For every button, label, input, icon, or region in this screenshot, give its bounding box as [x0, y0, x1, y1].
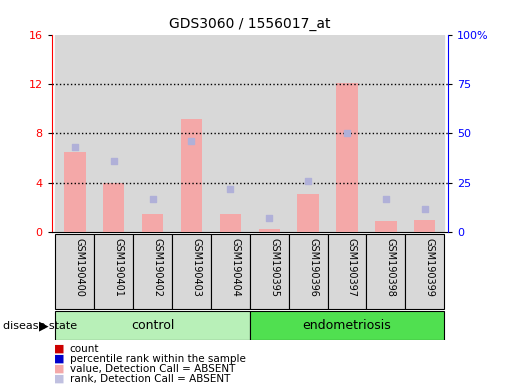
Bar [259, 228, 280, 232]
Text: GSM190398: GSM190398 [386, 238, 396, 297]
Text: control: control [131, 319, 174, 332]
Text: GSM190396: GSM190396 [308, 238, 318, 297]
Bar [250, 35, 288, 232]
Text: disease state: disease state [3, 321, 77, 331]
Text: ■: ■ [54, 344, 64, 354]
Text: ■: ■ [54, 354, 64, 364]
Point [343, 131, 351, 137]
Bar [250, 234, 288, 309]
Bar [181, 119, 202, 232]
Bar [172, 234, 211, 309]
Point [226, 186, 234, 192]
Text: GSM190403: GSM190403 [192, 238, 201, 297]
Text: ■: ■ [54, 364, 64, 374]
Bar [336, 83, 357, 232]
Bar [375, 221, 397, 232]
Bar [414, 220, 435, 232]
Bar [366, 234, 405, 309]
Text: GSM190395: GSM190395 [269, 238, 279, 297]
Text: value, Detection Call = ABSENT: value, Detection Call = ABSENT [70, 364, 235, 374]
Bar [133, 35, 172, 232]
Bar [64, 152, 85, 232]
Bar [328, 234, 366, 309]
Text: GSM190399: GSM190399 [425, 238, 435, 297]
Bar [219, 214, 241, 232]
Bar [288, 234, 328, 309]
Text: count: count [70, 344, 99, 354]
Point [382, 195, 390, 202]
Bar [56, 35, 94, 232]
Bar [405, 234, 444, 309]
Text: GSM190404: GSM190404 [230, 238, 241, 297]
Point [304, 178, 312, 184]
Bar [211, 234, 250, 309]
Bar [297, 194, 319, 232]
Point [265, 215, 273, 222]
Bar [133, 234, 172, 309]
Bar [366, 35, 405, 232]
Text: GSM190402: GSM190402 [152, 238, 163, 297]
Bar [250, 311, 444, 340]
Bar [103, 183, 125, 232]
Bar [211, 35, 250, 232]
Bar [405, 35, 444, 232]
Bar [56, 234, 94, 309]
Text: ▶: ▶ [39, 319, 48, 332]
Bar [328, 35, 366, 232]
Text: rank, Detection Call = ABSENT: rank, Detection Call = ABSENT [70, 374, 230, 384]
Text: endometriosis: endometriosis [303, 319, 391, 332]
Bar [142, 214, 163, 232]
Point [148, 195, 157, 202]
Text: GSM190400: GSM190400 [75, 238, 85, 297]
Point [71, 144, 79, 151]
Bar [94, 35, 133, 232]
Title: GDS3060 / 1556017_at: GDS3060 / 1556017_at [169, 17, 331, 31]
Text: GSM190401: GSM190401 [114, 238, 124, 297]
Text: ■: ■ [54, 374, 64, 384]
Point [110, 158, 118, 164]
Bar [172, 35, 211, 232]
Bar [94, 234, 133, 309]
Text: percentile rank within the sample: percentile rank within the sample [70, 354, 246, 364]
Point [187, 138, 196, 144]
Text: GSM190397: GSM190397 [347, 238, 357, 297]
Bar [288, 35, 328, 232]
Point [421, 205, 429, 212]
Bar [56, 311, 250, 340]
